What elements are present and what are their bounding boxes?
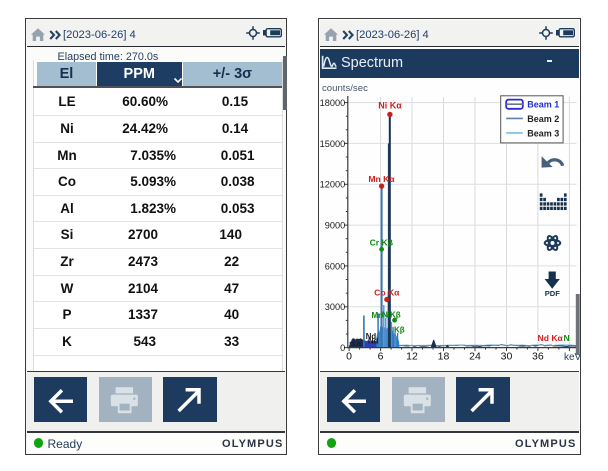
svg-text:6000: 6000 [325,261,345,271]
svg-text:Beam 2: Beam 2 [527,114,559,124]
svg-text:Nd Kα: Nd Kα [538,333,564,343]
svg-text:12000: 12000 [320,180,346,190]
svg-text:Beam 1: Beam 1 [527,100,559,110]
svg-text:18: 18 [438,351,450,363]
svg-text:N: N [564,333,570,343]
svg-text:PDF: PDF [545,289,561,298]
svg-text:Mn Kα: Mn Kα [368,174,395,184]
svg-text:La: La [352,339,362,348]
svg-text:Beam 3: Beam 3 [527,129,559,139]
svg-text:3000: 3000 [325,302,345,312]
svg-text:Kβ: Kβ [394,326,405,335]
svg-text:0: 0 [346,351,352,363]
svg-text:24: 24 [469,351,481,363]
svg-text:N̸iKβ: N̸iKβ [382,310,401,319]
svg-text:30: 30 [501,351,513,363]
svg-text:Nd: Nd [366,332,377,341]
svg-text:6: 6 [378,351,384,363]
svg-text:0: 0 [340,343,345,353]
svg-text:15000: 15000 [320,139,346,149]
svg-text:Ni Kα: Ni Kα [378,101,402,111]
svg-text:18000: 18000 [320,98,346,108]
svg-text:Nd: Nd [368,337,379,346]
svg-text:36: 36 [532,351,544,363]
svg-text:9000: 9000 [325,221,345,231]
svg-text:Cr Kβ: Cr Kβ [370,237,393,247]
svg-text:counts/sec: counts/sec [322,83,368,94]
svg-text:12: 12 [406,351,418,363]
svg-text:Co Kα: Co Kα [374,287,400,297]
svg-text:keV: keV [564,352,582,363]
svg-text:Mn: Mn [372,311,384,320]
